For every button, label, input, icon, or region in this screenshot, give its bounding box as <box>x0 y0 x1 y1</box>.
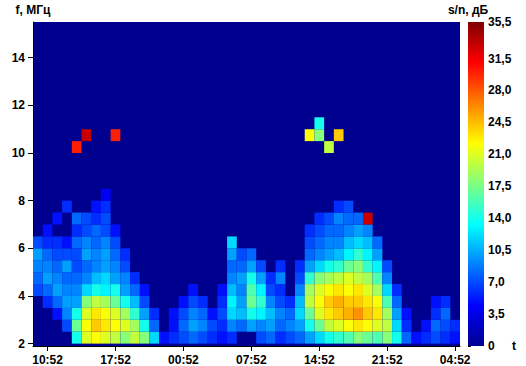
svg-text:10: 10 <box>12 146 26 160</box>
svg-text:6: 6 <box>18 241 25 255</box>
svg-text:17,5: 17,5 <box>488 179 512 193</box>
svg-text:00:52: 00:52 <box>168 353 199 366</box>
svg-text:0: 0 <box>488 339 495 353</box>
svg-text:21,0: 21,0 <box>488 147 512 161</box>
svg-text:f, МГц: f, МГц <box>16 3 51 17</box>
svg-text:s/n, дБ: s/n, дБ <box>448 3 489 17</box>
svg-text:31,5: 31,5 <box>488 52 512 66</box>
svg-text:8: 8 <box>18 194 25 208</box>
svg-text:14: 14 <box>12 51 26 65</box>
svg-text:17:52: 17:52 <box>100 353 131 366</box>
svg-text:14:52: 14:52 <box>304 353 335 366</box>
svg-text:7,0: 7,0 <box>488 275 505 289</box>
svg-text:35,5: 35,5 <box>488 15 512 29</box>
svg-text:28,0: 28,0 <box>488 83 512 97</box>
svg-text:t: t <box>512 339 516 353</box>
svg-text:21:52: 21:52 <box>372 353 403 366</box>
svg-text:24,5: 24,5 <box>488 115 512 129</box>
svg-text:10,5: 10,5 <box>488 243 512 257</box>
svg-text:04:52: 04:52 <box>440 353 471 366</box>
svg-text:2: 2 <box>18 337 25 351</box>
svg-text:14,0: 14,0 <box>488 211 512 225</box>
svg-text:10:52: 10:52 <box>32 353 63 366</box>
svg-text:3,5: 3,5 <box>488 307 505 321</box>
svg-text:07:52: 07:52 <box>236 353 267 366</box>
svg-text:12: 12 <box>12 98 26 112</box>
svg-text:4: 4 <box>18 289 25 303</box>
